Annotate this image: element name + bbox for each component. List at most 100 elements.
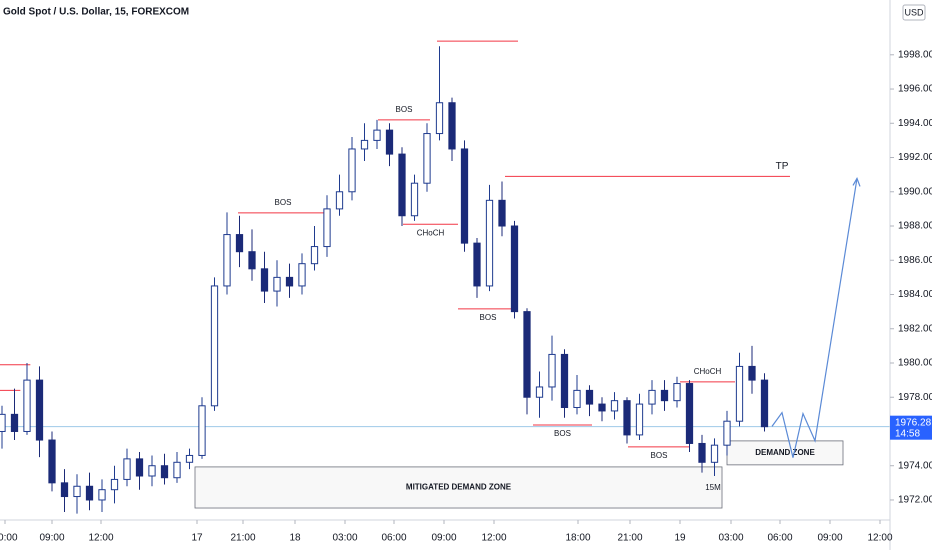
level-label: BOS — [651, 451, 668, 460]
candle-body — [648, 389, 656, 405]
y-tick-label: 1978.00 — [898, 392, 932, 403]
candle-body — [285, 276, 294, 287]
demand-zone — [194, 466, 723, 509]
projection-arrowhead — [852, 177, 861, 187]
candle-body — [610, 400, 619, 412]
level-label: CHoCH — [694, 367, 722, 376]
x-tick-label: 12:00 — [88, 533, 113, 544]
x-tick-label: 06:00 — [381, 533, 406, 544]
candle-body — [335, 191, 344, 210]
candle-body — [710, 444, 719, 463]
y-tick-label: 1996.00 — [898, 84, 932, 95]
candle-body — [548, 353, 556, 388]
candle-body — [273, 276, 281, 292]
candle-body — [60, 482, 69, 498]
x-tick-label: 21:00 — [617, 533, 642, 544]
candle-body — [635, 403, 644, 436]
candle-body — [410, 182, 419, 217]
candle-body — [173, 461, 181, 479]
candle-body — [685, 383, 694, 444]
x-tick-label: 06:00 — [767, 533, 792, 544]
candle-body — [185, 454, 194, 463]
y-tick-label: 1974.00 — [898, 460, 932, 471]
candle-body — [48, 439, 56, 484]
candle-body — [73, 485, 81, 498]
candle-body — [0, 413, 6, 432]
x-tick-label: 17 — [191, 533, 203, 544]
y-tick-label: 1982.00 — [898, 323, 932, 334]
candle-body — [723, 420, 731, 446]
candle-body — [535, 386, 544, 398]
y-tick-label: 1972.00 — [898, 495, 932, 506]
y-tick-label: 1988.00 — [898, 221, 932, 232]
level-label: BOS — [275, 198, 292, 207]
candle-body — [223, 234, 231, 287]
zone-note: 15M — [705, 483, 721, 492]
candle-body — [385, 129, 394, 155]
zone-label: MITIGATED DEMAND ZONE — [406, 483, 512, 492]
y-tick-label: 1992.00 — [898, 152, 932, 163]
currency-label: USD — [904, 7, 924, 17]
chart-title: Gold Spot / U.S. Dollar, 15, FOREXCOM — [3, 7, 189, 18]
candle-body — [235, 234, 244, 253]
candle-body — [110, 478, 119, 491]
candle-body — [23, 379, 31, 432]
level-label: BOS — [396, 105, 413, 114]
candle-body — [323, 208, 331, 248]
currency-box[interactable] — [902, 4, 926, 21]
y-tick-label: 1986.00 — [898, 255, 932, 266]
candle-body — [10, 413, 19, 432]
y-tick-label: 1980.00 — [898, 358, 932, 369]
candle-body — [435, 102, 444, 135]
candle-body — [348, 148, 356, 193]
x-tick-label: 18:00 — [565, 533, 590, 544]
candle-body — [148, 465, 156, 477]
price-badge — [890, 415, 932, 440]
candle-body — [585, 389, 594, 405]
candle-body — [473, 242, 481, 287]
candle-body — [510, 225, 519, 313]
candle-body — [398, 153, 406, 217]
candle-body — [460, 148, 469, 244]
candle-body — [760, 379, 769, 428]
level-label: BOS — [554, 429, 571, 438]
candle-body — [623, 400, 631, 436]
x-tick-label: 21:00 — [230, 533, 255, 544]
price-badge-value: 1976.28 — [895, 417, 932, 428]
x-tick-label: 19 — [674, 533, 686, 544]
candle-body — [560, 353, 569, 409]
candle-body — [573, 389, 581, 409]
y-tick-label: 1990.00 — [898, 186, 932, 197]
level-label: BOS — [480, 313, 497, 322]
x-tick-label: 00:00 — [0, 533, 18, 544]
candle-body — [673, 383, 681, 402]
candle-body — [748, 365, 756, 381]
candle-body — [35, 379, 44, 441]
y-tick-label: 1994.00 — [898, 118, 932, 129]
candle-body — [85, 485, 94, 501]
candle-body — [735, 365, 744, 422]
x-tick-label: 03:00 — [332, 533, 357, 544]
x-tick-label: 09:00 — [431, 533, 456, 544]
candle-body — [598, 403, 606, 412]
x-tick-label: 09:00 — [817, 533, 842, 544]
level-label: CHoCH — [417, 228, 445, 237]
x-tick-label: 12:00 — [867, 533, 892, 544]
candle-body — [310, 246, 319, 265]
price-badge-countdown: 14:58 — [895, 428, 920, 439]
plot-area: MITIGATED DEMAND ZONE DEMAND ZONE 15M BOS BO… — [0, 40, 890, 514]
candle-body — [298, 263, 306, 287]
candle-body — [248, 251, 256, 270]
candle-body — [698, 442, 706, 463]
candle-body — [360, 139, 369, 150]
y-tick-label: 1984.00 — [898, 289, 932, 300]
candle-body — [373, 129, 381, 141]
candle-body — [98, 489, 106, 501]
candle-body — [423, 133, 431, 184]
projection-path — [771, 178, 858, 458]
candle-body — [260, 268, 269, 292]
candle-body — [198, 405, 206, 456]
candle-body — [660, 389, 669, 402]
candle-body — [210, 285, 219, 407]
